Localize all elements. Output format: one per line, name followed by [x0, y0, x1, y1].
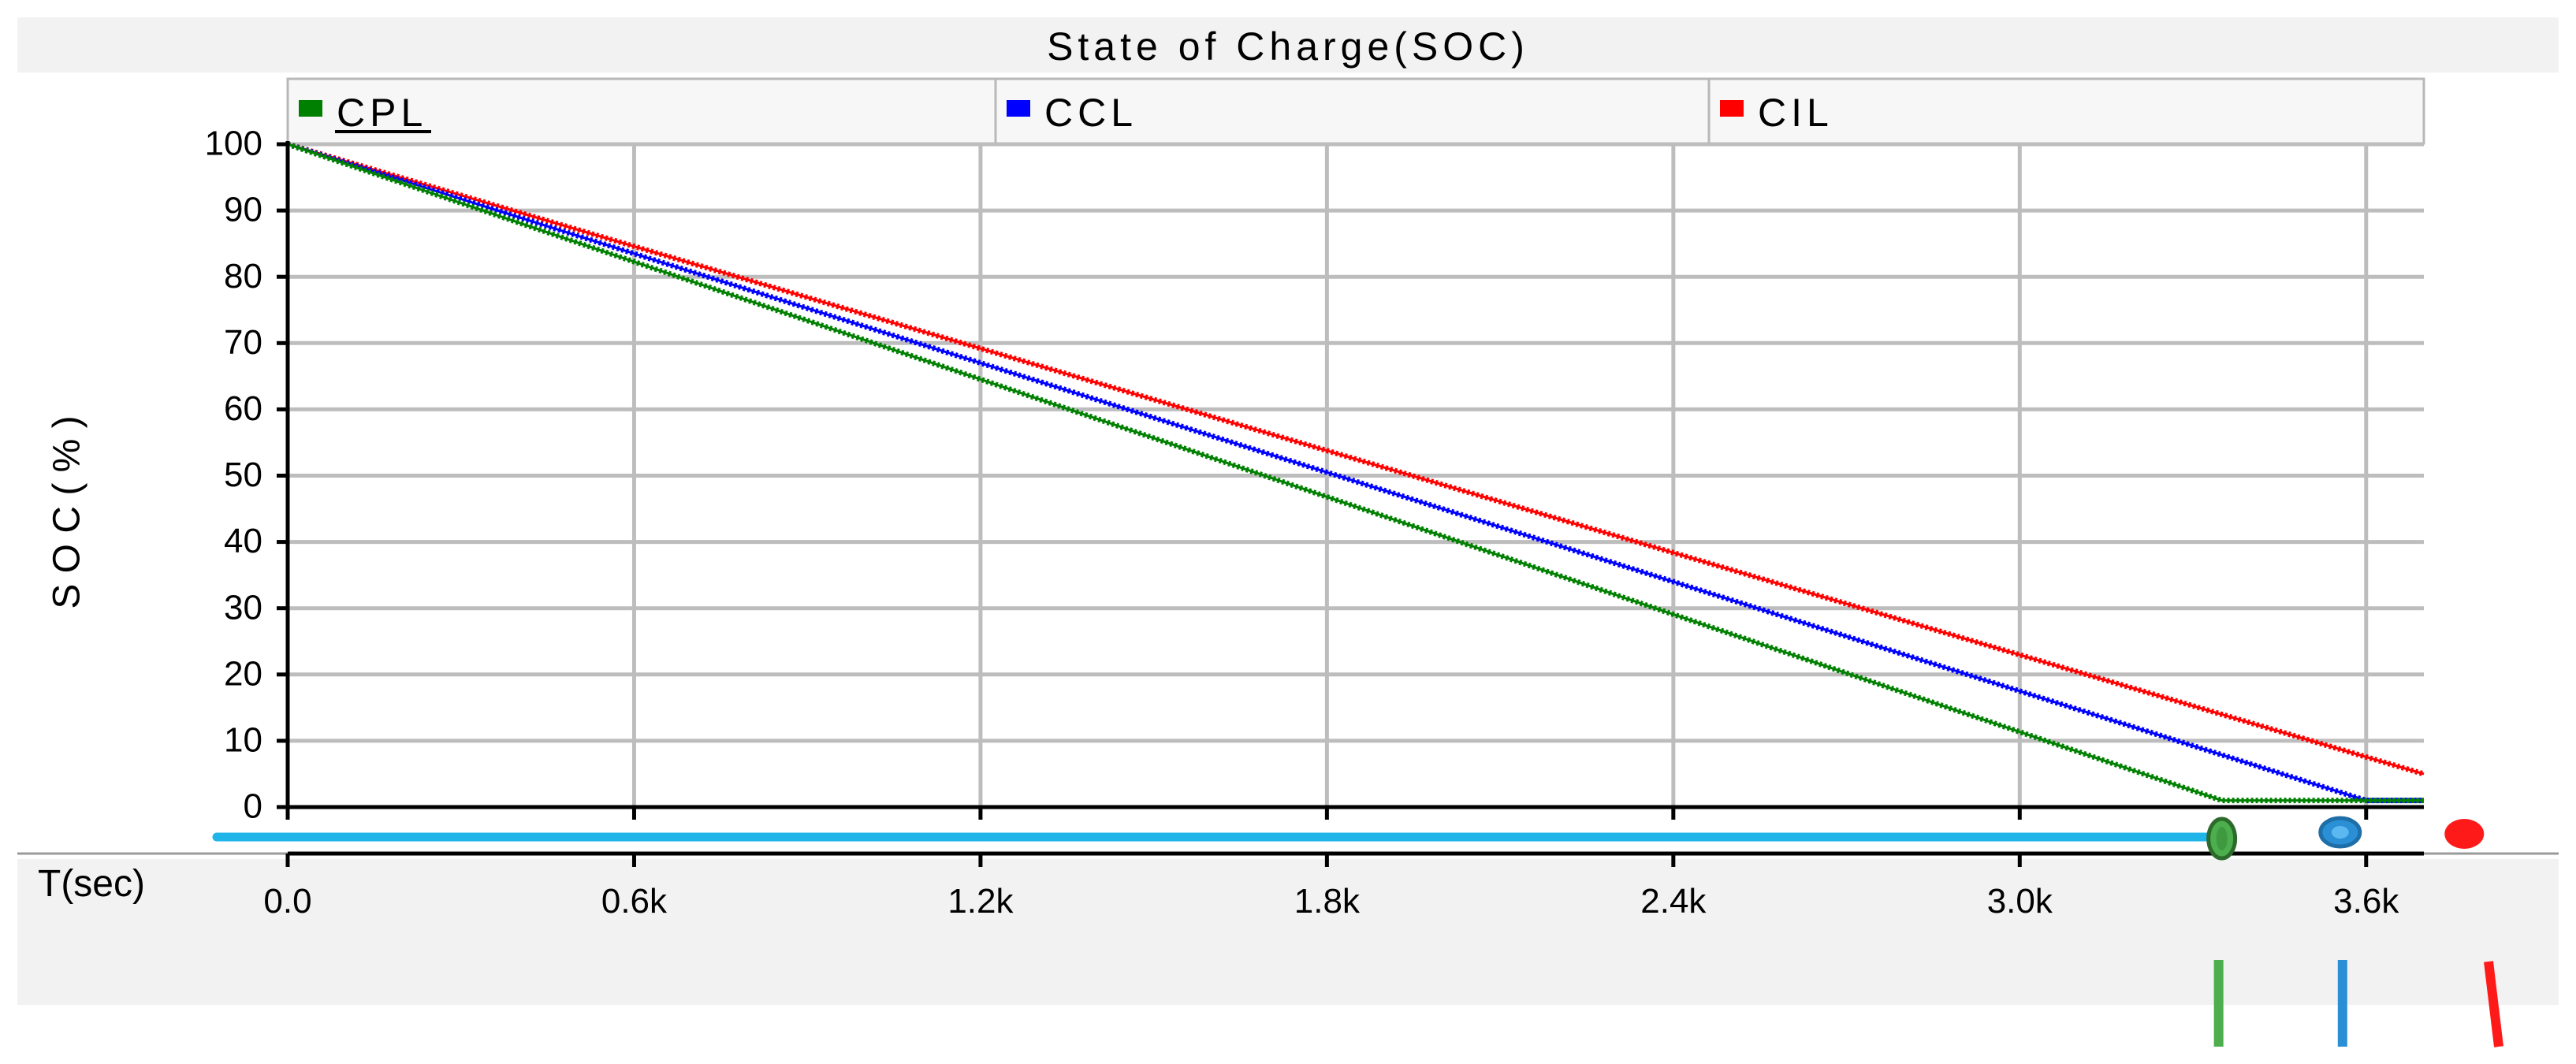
- series-line-ccl: [286, 141, 2424, 804]
- y-tick-label: 60: [224, 389, 262, 428]
- series-line-core-cpl: [287, 143, 2424, 802]
- y-tick-label: 20: [224, 654, 262, 693]
- x-tick-label: 0.0: [263, 882, 311, 921]
- series-line-cpl: [286, 141, 2424, 804]
- cil-marker-tick[interactable]: [2484, 961, 2503, 1047]
- x-tick-label: 2.4k: [1640, 882, 1707, 921]
- legend: CPL CCL CIL: [286, 77, 2425, 145]
- legend-label-cil[interactable]: CIL: [1758, 91, 1833, 135]
- legend-swatch-cpl: [299, 100, 322, 117]
- series-layer: [286, 141, 2425, 804]
- legend-swatch-ccl: [1007, 100, 1030, 117]
- series-line-core-cil: [287, 143, 2425, 776]
- legend-label-ccl[interactable]: CCL: [1044, 91, 1137, 135]
- x-tick-label: 3.6k: [2333, 882, 2399, 921]
- y-tick-label: 40: [224, 522, 262, 560]
- legend-cell-cil[interactable]: [1707, 77, 2425, 145]
- cil-marker-handle[interactable]: [2444, 819, 2485, 849]
- x-tick-label: 1.2k: [947, 882, 1014, 921]
- y-tick-label: 90: [224, 191, 262, 229]
- chart-title: State of Charge(SOC): [1047, 24, 1529, 69]
- y-tick-label: 70: [224, 323, 262, 362]
- x-axis-title: T(sec): [38, 863, 145, 905]
- axes: 0 10 20 30 40 50 60 70 80 90 100 0.0 0.6k 1.2k 1.8k 2.4…: [205, 125, 2424, 921]
- y-tick-label: 100: [205, 125, 262, 163]
- legend-label-cpl[interactable]: CPL: [337, 91, 427, 135]
- bottom-band: [17, 859, 2559, 1005]
- cpl-marker-handle-inner: [2216, 827, 2228, 850]
- y-tick-label: 50: [224, 456, 262, 494]
- x-tick-label: 1.8k: [1294, 882, 1361, 921]
- title-band: [17, 17, 2559, 73]
- grid: [288, 142, 2424, 807]
- legend-swatch-cil: [1720, 100, 1744, 117]
- y-tick-label: 80: [224, 257, 262, 296]
- time-cursor[interactable]: [212, 816, 2503, 1047]
- y-tick-label: 30: [224, 588, 262, 627]
- x-tick-label: 0.6k: [601, 882, 668, 921]
- y-tick-label: 10: [224, 721, 262, 760]
- x-tick-label: 3.0k: [1987, 882, 2053, 921]
- y-tick-label: 0: [244, 787, 262, 826]
- series-line-core-ccl: [287, 143, 2424, 802]
- y-axis-title: S O C ( % ): [47, 415, 88, 608]
- ccl-marker-handle-inner: [2331, 826, 2349, 839]
